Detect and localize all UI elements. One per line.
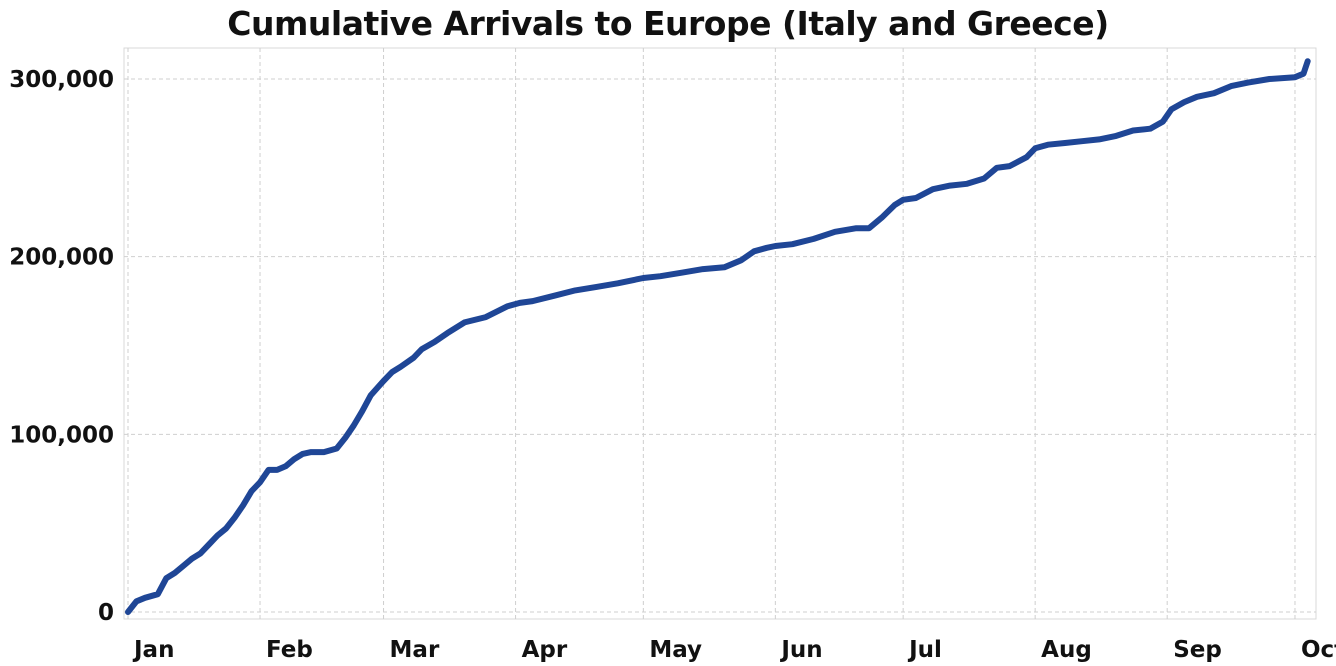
axes: 0 100,000 200,000 300,000 Jan Feb Mar Apr May Jun… xyxy=(9,67,1336,663)
x-tick-label: Jan xyxy=(132,637,174,663)
x-tick-label: Apr xyxy=(522,637,568,663)
x-tick-label: Jul xyxy=(907,637,942,663)
plot-border xyxy=(123,47,1317,620)
chart-title: Cumulative Arrivals to Europe (Italy and… xyxy=(227,4,1109,43)
y-tick-label: 0 xyxy=(98,600,114,626)
y-tick-label: 200,000 xyxy=(9,245,114,271)
grid xyxy=(123,47,1317,620)
series-layer xyxy=(125,58,1311,615)
y-tick-label: 300,000 xyxy=(9,67,114,93)
x-tick-label: Aug xyxy=(1041,637,1092,663)
y-tick-label: 100,000 xyxy=(9,422,114,448)
x-tick-label: Sep xyxy=(1173,637,1222,663)
x-tick-label: May xyxy=(649,637,702,663)
x-tick-label: Feb xyxy=(266,637,313,663)
x-tick-label: Jun xyxy=(779,637,822,663)
series-line xyxy=(125,58,1311,615)
x-tick-label: Oct xyxy=(1301,637,1336,663)
x-tick-label: Mar xyxy=(390,637,440,663)
